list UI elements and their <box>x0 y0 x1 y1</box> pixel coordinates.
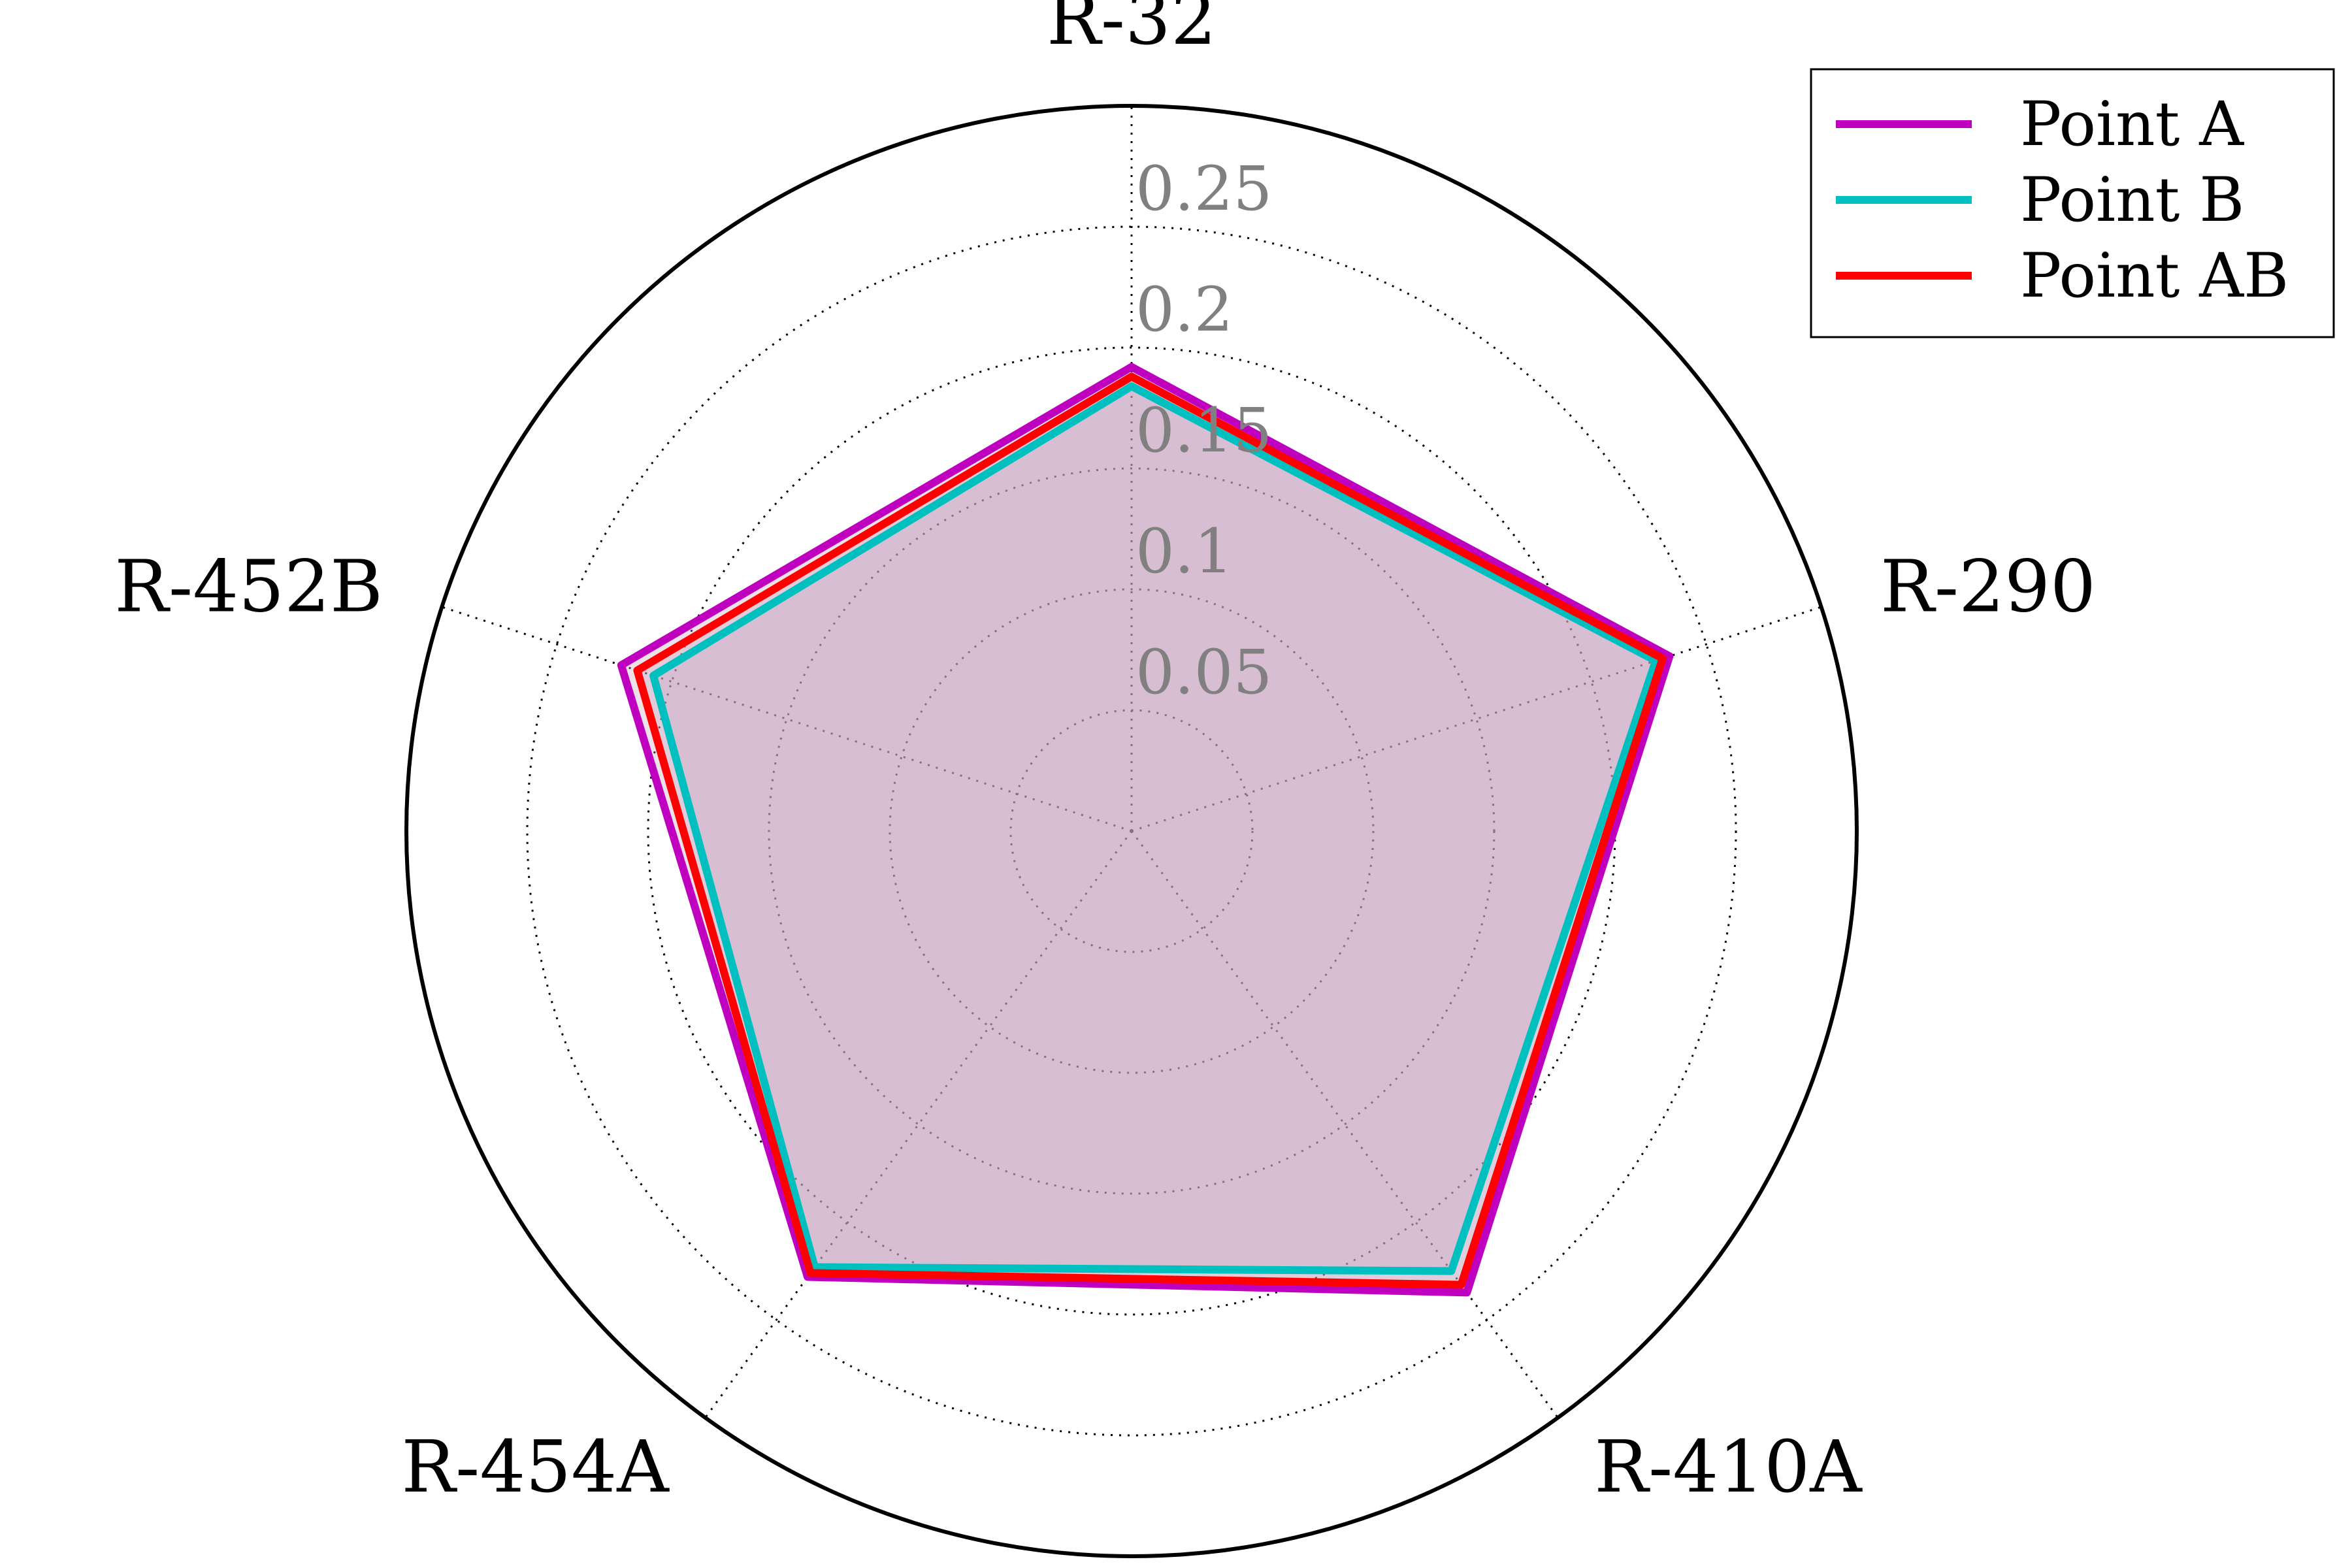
series-line-point-a <box>617 363 1674 1297</box>
series-line-point-b <box>649 382 1660 1275</box>
legend-label-0: Point A <box>2020 89 2244 160</box>
r-tick-label: 0.2 <box>1135 274 1233 346</box>
axis-label-r-410a: R-410A <box>1594 1425 1863 1509</box>
grid-circle-1 <box>889 588 1375 1074</box>
axis-spoke-2 <box>1130 830 1559 1418</box>
axis-label-r-454a: R-454A <box>401 1425 670 1509</box>
legend-label-1: Point B <box>2020 165 2244 236</box>
axis-label-r-452b: R-452B <box>114 545 383 629</box>
axis-spoke-3 <box>704 830 1133 1418</box>
axis-spokes <box>441 106 1822 1418</box>
grid-circle-4 <box>526 225 1737 1437</box>
legend-label-2: Point AB <box>2020 240 2289 312</box>
axis-spoke-1 <box>1131 606 1822 832</box>
r-tick-label: 0.1 <box>1135 516 1233 587</box>
axis-label-r-32: R-32 <box>1047 0 1217 61</box>
series-line-point-ab <box>633 372 1667 1289</box>
series-fill-2 <box>637 376 1663 1285</box>
r-tick-label: 0.15 <box>1135 395 1272 466</box>
r-tick-label: 0.05 <box>1135 637 1272 708</box>
axis-label-r-290: R-290 <box>1880 545 2096 629</box>
axis-labels: R-32 R-290 R-410A R-454A R-452B <box>114 0 2096 1509</box>
r-tick-label: 0.25 <box>1135 154 1272 225</box>
series-lines <box>617 363 1674 1297</box>
series-fill-0 <box>621 367 1670 1293</box>
series-fill-1 <box>653 386 1656 1271</box>
series-fills <box>621 367 1670 1293</box>
radial-tick-labels: 0.05 0.1 0.15 0.2 0.25 <box>1135 154 1272 708</box>
outer-ring <box>404 104 1859 1558</box>
grid-circle-2 <box>768 467 1495 1195</box>
axis-spoke-4 <box>441 606 1132 832</box>
